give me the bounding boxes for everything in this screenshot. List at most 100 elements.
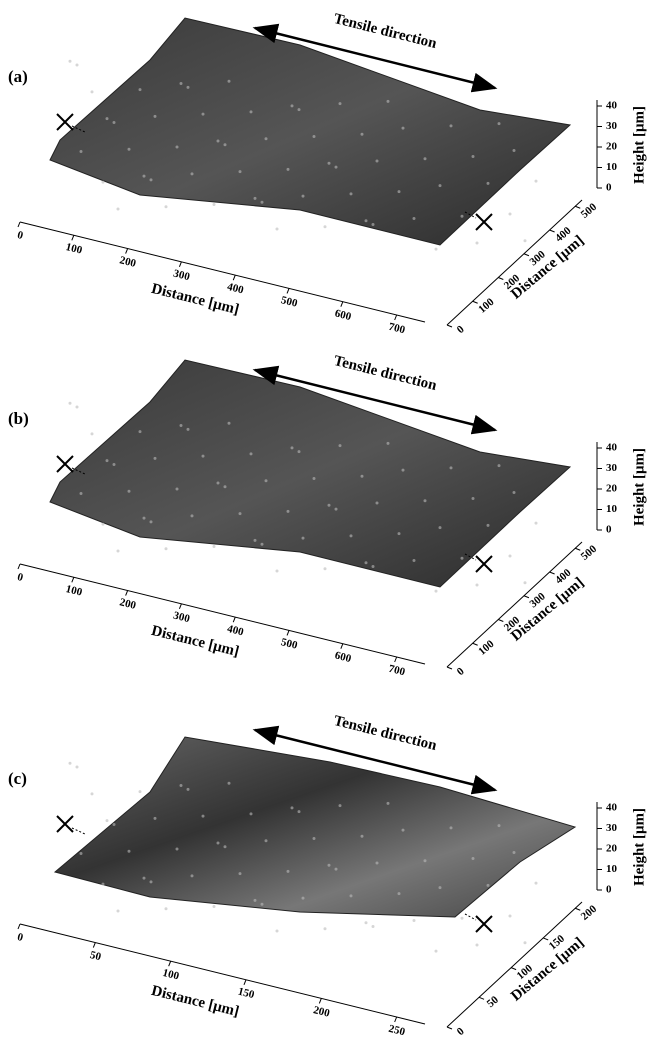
y-tick-label: 0 [455, 323, 467, 336]
texture [116, 207, 120, 211]
x-tick-label: 400 [226, 281, 245, 297]
x-axis-label: Distance [μm] [150, 983, 241, 1020]
texture [112, 822, 116, 826]
texture [127, 147, 131, 151]
y-tick-label: 500 [579, 201, 600, 221]
texture [401, 126, 405, 130]
y-tick [549, 229, 555, 233]
texture [175, 847, 179, 851]
y-tick-label: 0 [455, 665, 467, 678]
panel: (a)Tensile direction01002003004005006007… [8, 11, 647, 337]
x-tick [286, 630, 290, 636]
z-tick-label: 40 [606, 100, 618, 112]
x-tick-label: 100 [64, 583, 83, 599]
texture [90, 90, 94, 94]
texture [312, 476, 316, 480]
texture [423, 859, 427, 863]
texture [290, 806, 294, 810]
texture [75, 405, 79, 409]
texture [190, 874, 194, 878]
texture [116, 909, 120, 913]
x-tick-label: 150 [237, 986, 256, 1002]
direction-label: Tensile direction [332, 353, 439, 394]
texture [68, 59, 72, 63]
z-tick-label: 30 [606, 462, 618, 474]
texture [386, 99, 390, 103]
texture [360, 834, 364, 838]
texture [397, 532, 401, 536]
x-tick-label: 600 [333, 649, 352, 665]
texture [249, 110, 253, 114]
z-tick-label: 30 [606, 120, 618, 132]
direction-label: Tensile direction [332, 11, 439, 52]
y-tick-label: 500 [579, 543, 600, 563]
texture [186, 787, 190, 791]
y-tick [549, 571, 555, 575]
texture [486, 883, 490, 887]
texture [101, 180, 105, 184]
texture [438, 526, 442, 530]
texture [238, 512, 242, 516]
texture [142, 516, 146, 520]
panel-label: (c) [8, 769, 27, 788]
cut-line [464, 913, 477, 921]
texture [79, 852, 83, 856]
texture [112, 462, 116, 466]
cut-marker [475, 213, 493, 231]
texture [297, 810, 301, 814]
texture [512, 490, 516, 494]
texture [301, 536, 305, 540]
x-tick-label: 200 [118, 254, 137, 270]
texture [275, 227, 279, 231]
y-tick [575, 547, 581, 551]
texture [190, 172, 194, 176]
z-tick-label: 0 [606, 182, 612, 194]
texture [297, 108, 301, 112]
texture [186, 85, 190, 89]
direction-arrow [252, 23, 498, 93]
texture [216, 481, 220, 485]
texture [249, 812, 253, 816]
texture [497, 824, 501, 828]
z-axis-label: Height [μm] [631, 448, 647, 526]
y-tick [523, 253, 530, 257]
texture [75, 765, 79, 769]
x-tick-label: 500 [280, 636, 299, 652]
texture [534, 179, 538, 183]
texture [201, 814, 205, 818]
y-axis [446, 541, 583, 668]
texture [223, 485, 227, 489]
texture [260, 200, 264, 204]
x-tick [394, 656, 398, 663]
texture [223, 143, 227, 147]
texture [127, 849, 131, 853]
surface [49, 17, 572, 246]
texture [349, 534, 353, 538]
texture [312, 836, 316, 840]
texture [216, 139, 220, 143]
texture [179, 424, 183, 428]
cut-marker [56, 113, 74, 131]
texture [327, 503, 331, 507]
texture [438, 184, 442, 188]
texture [360, 132, 364, 136]
z-tick-label: 30 [606, 822, 618, 834]
direction-arrow [252, 725, 498, 795]
texture [471, 857, 475, 861]
panel-label: (a) [8, 67, 28, 86]
x-tick [394, 314, 398, 321]
x-tick [17, 923, 21, 930]
texture [449, 124, 453, 128]
y-tick [446, 1026, 453, 1030]
z-tick-label: 0 [606, 524, 612, 536]
texture [238, 872, 242, 876]
texture [460, 214, 464, 218]
texture [401, 828, 405, 832]
texture [338, 102, 342, 106]
texture [334, 867, 338, 871]
texture [127, 489, 131, 493]
texture [264, 839, 268, 843]
texture [475, 241, 479, 245]
x-tick [125, 248, 129, 254]
